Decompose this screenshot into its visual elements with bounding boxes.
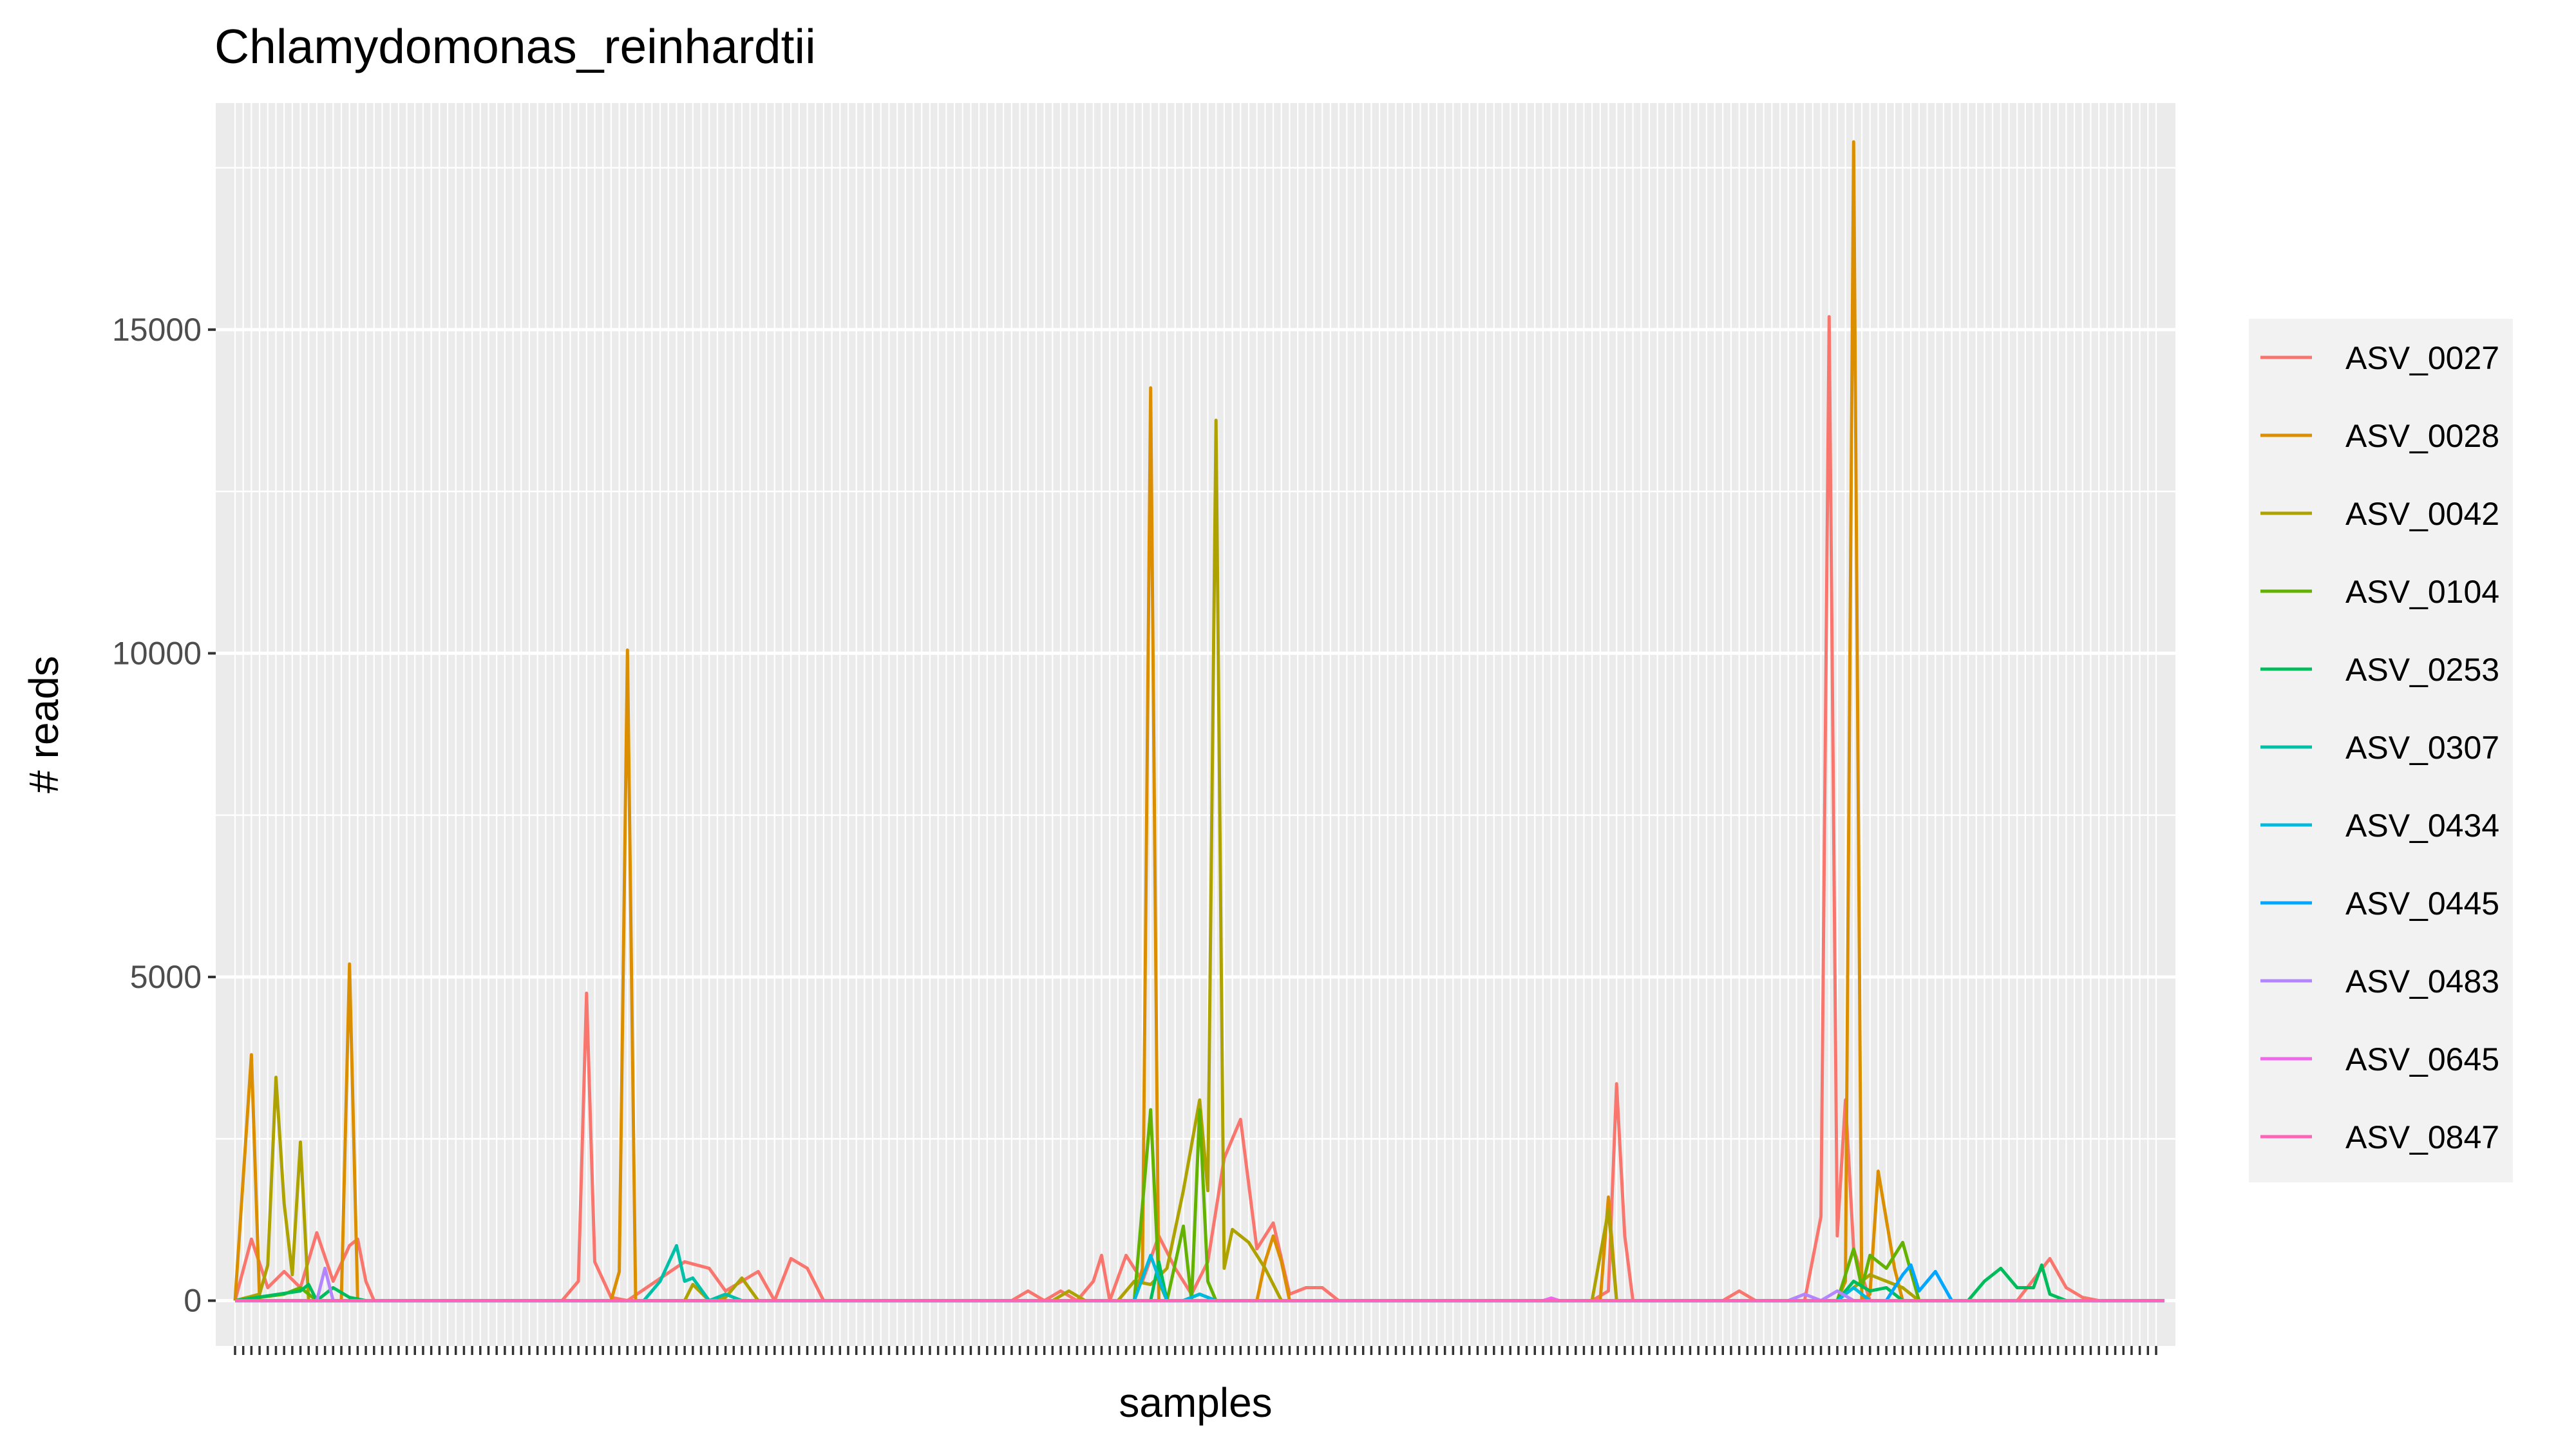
legend-label: ASV_0104 bbox=[2345, 574, 2499, 610]
y-tick-label: 15000 bbox=[112, 312, 202, 348]
legend-label: ASV_0483 bbox=[2345, 963, 2499, 999]
legend: ASV_0027 ASV_0028 ASV_0042 ASV_0104 ASV_0253… bbox=[2249, 319, 2513, 1182]
x-axis bbox=[234, 1346, 2157, 1355]
y-tick-label: 0 bbox=[184, 1283, 202, 1319]
series-line-asv_0434 bbox=[235, 1253, 2164, 1303]
legend-label: ASV_0847 bbox=[2345, 1119, 2499, 1155]
series-line-asv_0027 bbox=[233, 315, 2164, 1303]
legend-label: ASV_0027 bbox=[2345, 340, 2499, 376]
gridlines bbox=[216, 103, 2175, 1346]
series-line-asv_0445 bbox=[235, 1263, 2164, 1303]
series-lines bbox=[233, 140, 2164, 1303]
legend-label: ASV_0645 bbox=[2345, 1041, 2499, 1077]
plot-panel bbox=[216, 103, 2175, 1346]
series-line-asv_0483 bbox=[235, 1266, 2164, 1303]
y-tick-label: 5000 bbox=[130, 959, 202, 995]
legend-label: ASV_0307 bbox=[2345, 730, 2499, 766]
chart-title: Chlamydomonas_reinhardtii bbox=[214, 19, 816, 73]
legend-label: ASV_0445 bbox=[2345, 886, 2499, 922]
legend-label: ASV_0028 bbox=[2345, 418, 2499, 454]
x-axis-title: samples bbox=[1119, 1379, 1272, 1426]
legend-label: ASV_0434 bbox=[2345, 808, 2499, 844]
y-tick-label: 10000 bbox=[112, 635, 202, 671]
legend-label: ASV_0253 bbox=[2345, 652, 2499, 688]
series-line-asv_0028 bbox=[233, 140, 2164, 1303]
series-line-asv_0307 bbox=[235, 1244, 2164, 1303]
legend-label: ASV_0042 bbox=[2345, 496, 2499, 532]
y-axis: 0 5000 10000 15000 bbox=[112, 312, 216, 1319]
y-axis-title: # reads bbox=[21, 656, 67, 793]
